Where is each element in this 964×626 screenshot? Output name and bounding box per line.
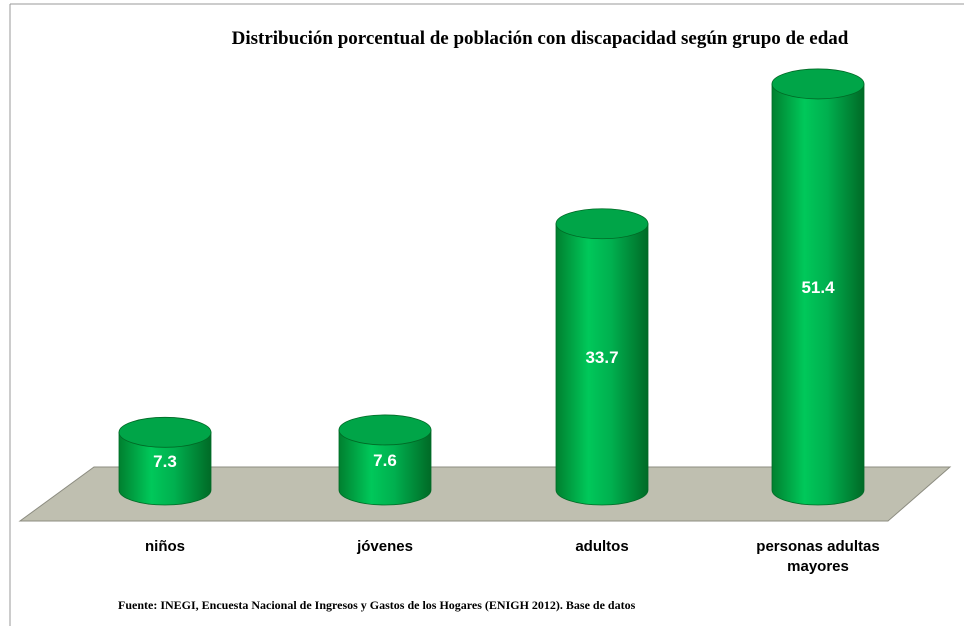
data-label: 7.3 <box>153 452 177 471</box>
bar <box>338 429 432 506</box>
bar <box>771 83 865 506</box>
data-label: 7.6 <box>373 451 397 470</box>
data-label: 33.7 <box>585 348 618 367</box>
bar-top <box>118 416 212 448</box>
x-tick-label: adultos <box>575 538 629 555</box>
x-tick-label: jóvenes <box>357 538 413 555</box>
bar-top <box>555 208 649 240</box>
bar <box>555 223 649 506</box>
data-label: 51.4 <box>801 278 835 297</box>
bar-top <box>771 68 865 100</box>
floor <box>18 466 952 522</box>
bars: 7.3 7.6 33.7 51.4 <box>118 68 865 506</box>
chart-title: Distribución porcentual de población con… <box>231 28 849 49</box>
x-tick-label: personas adultas mayores <box>756 538 880 575</box>
bar <box>118 431 212 506</box>
x-tick-label: niños <box>145 538 185 555</box>
bar-top <box>338 414 432 446</box>
source-note: Fuente: INEGI, Encuesta Nacional de Ingr… <box>118 598 636 612</box>
